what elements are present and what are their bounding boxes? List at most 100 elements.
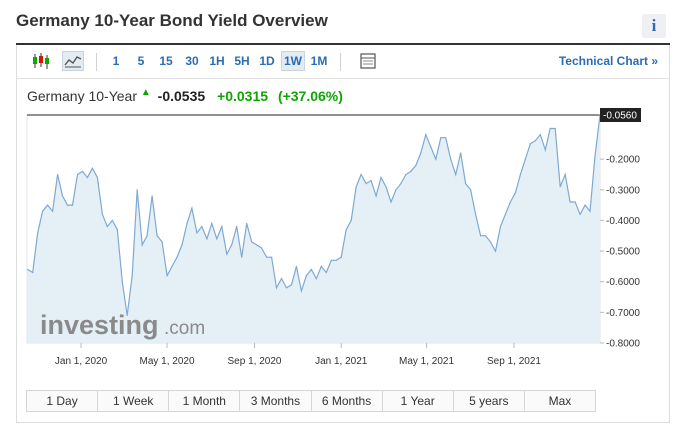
data-point — [246, 222, 248, 225]
range-1-day[interactable]: 1 Day — [27, 391, 99, 411]
data-point — [345, 229, 347, 231]
data-point — [186, 222, 188, 225]
time-range-selector: 1 Day 1 Week 1 Month 3 Months 6 Months 1… — [26, 390, 596, 412]
data-point — [271, 256, 273, 258]
data-point — [534, 140, 536, 142]
data-point — [524, 158, 527, 160]
period-1min[interactable]: 1 — [112, 54, 120, 68]
data-point — [57, 173, 59, 176]
data-point — [211, 222, 213, 225]
data-point — [529, 143, 531, 145]
data-point — [375, 195, 377, 197]
data-point — [415, 164, 417, 166]
data-point — [171, 265, 173, 267]
chart-toolbar: 1 5 15 30 1H 5H 1D 1W 1M — [16, 45, 670, 79]
data-point — [370, 180, 372, 182]
period-30min[interactable]: 30 — [185, 54, 199, 68]
data-point — [410, 170, 412, 172]
yield-area — [27, 115, 600, 343]
instrument-name: Germany 10-Year — [27, 88, 137, 104]
data-point — [256, 244, 258, 246]
range-1-month[interactable]: 1 Month — [169, 391, 241, 411]
last-value-label: -0.0560 — [603, 111, 637, 122]
data-point — [310, 268, 312, 271]
x-tick-label: May 1, 2021 — [399, 356, 454, 367]
data-point — [196, 232, 198, 234]
data-point — [96, 176, 98, 179]
title-divider — [16, 43, 670, 45]
data-point — [27, 268, 29, 271]
data-point — [201, 225, 203, 228]
data-point — [121, 281, 123, 283]
period-1d[interactable]: 1D — [259, 54, 275, 68]
range-max[interactable]: Max — [548, 394, 572, 408]
price-change-percent: (+37.06%) — [277, 88, 343, 104]
range-6-months[interactable]: 6 Months — [312, 391, 383, 411]
data-point — [400, 183, 402, 185]
data-point — [484, 235, 487, 237]
data-point — [480, 235, 482, 237]
candlestick-chart-icon[interactable] — [30, 51, 52, 71]
data-point — [589, 210, 591, 212]
price-change: +0.0315 — [217, 88, 269, 104]
data-point — [241, 256, 243, 258]
data-point — [335, 259, 337, 261]
data-point — [330, 259, 332, 261]
data-point — [569, 201, 571, 203]
area-chart-icon[interactable] — [62, 51, 84, 71]
data-point — [539, 134, 541, 136]
data-point — [91, 167, 93, 169]
data-point — [499, 225, 502, 228]
data-point — [101, 213, 103, 215]
data-point — [574, 201, 576, 203]
data-point — [584, 204, 586, 206]
y-tick-label: -0.3000 — [606, 185, 640, 196]
period-1m[interactable]: 1M — [310, 54, 328, 68]
range-1-year[interactable]: 1 Year — [383, 391, 454, 411]
x-tick-label: Jan 1, 2020 — [55, 356, 108, 367]
data-point — [430, 146, 432, 148]
data-point — [465, 183, 467, 185]
data-point — [360, 173, 362, 176]
data-point — [166, 275, 168, 277]
data-point — [519, 173, 522, 176]
technical-chart-link[interactable]: Technical Chart » — [558, 54, 658, 68]
y-tick-label: -0.8000 — [606, 339, 640, 350]
data-point — [176, 256, 178, 258]
range-3-months[interactable]: 3 Months — [240, 391, 312, 411]
data-point — [146, 235, 148, 237]
data-point — [71, 204, 74, 206]
y-tick-label: -0.7000 — [606, 308, 640, 319]
period-5min[interactable]: 5 — [137, 54, 145, 68]
range-5-years[interactable]: 5 years — [454, 391, 525, 411]
data-point — [231, 244, 233, 246]
data-point — [251, 241, 253, 243]
data-point — [300, 290, 302, 292]
data-point — [504, 213, 506, 215]
investing-logo: investing .com — [40, 310, 205, 340]
period-1w[interactable]: 1W — [281, 51, 305, 71]
data-point — [81, 170, 84, 172]
data-point — [151, 195, 153, 197]
up-arrow-icon: ▲ — [140, 87, 151, 98]
data-point — [340, 256, 342, 258]
period-1h[interactable]: 1H — [209, 54, 225, 68]
data-point — [275, 287, 278, 289]
data-point — [445, 137, 447, 139]
data-point — [156, 235, 158, 237]
info-icon[interactable]: i — [642, 14, 666, 38]
table-view-icon[interactable] — [357, 51, 379, 71]
data-point — [136, 189, 138, 191]
data-point — [355, 186, 357, 188]
data-point — [514, 192, 517, 194]
data-point — [37, 232, 39, 234]
data-point — [66, 204, 69, 206]
x-tick-label: Jan 1, 2021 — [315, 356, 368, 367]
range-1-week[interactable]: 1 Week — [98, 391, 170, 411]
period-15min[interactable]: 15 — [159, 54, 173, 68]
period-5h[interactable]: 5H — [234, 54, 250, 68]
data-point — [305, 275, 307, 277]
data-point — [470, 189, 472, 191]
data-point — [450, 158, 452, 160]
